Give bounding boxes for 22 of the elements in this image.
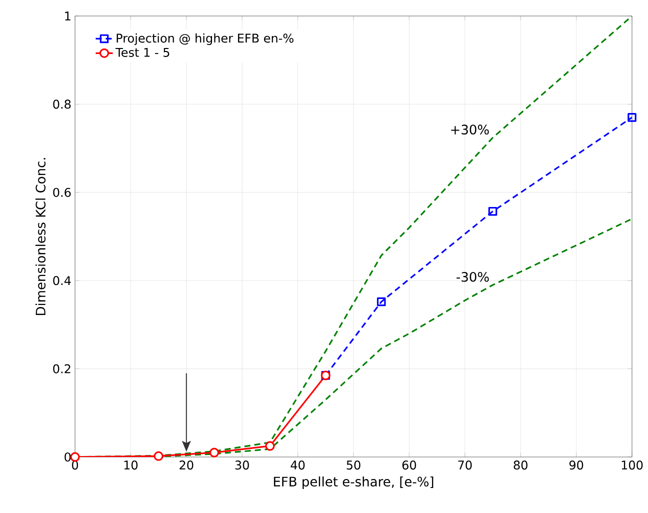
annotation: -30% [456,272,489,282]
x-tick-label: 70 [458,460,472,470]
x-tick-label: 100 [622,460,643,470]
x-tick-label: 60 [402,460,416,470]
x-axis-title: EFB pellet e-share, [e-%] [274,476,434,490]
x-tick-label: 80 [514,460,528,470]
y-tick-label: 0.6 [53,188,71,197]
legend-label: Test 1 - 5 [116,48,170,57]
legend-label: Projection @ higher EFB en-% [116,33,294,46]
y-tick-label: 0.2 [53,364,70,374]
y-tick-label: 0 [64,452,71,462]
x-tick-label: 90 [569,460,584,470]
y-axis-title: Dimensionless KCl Conc. [35,158,46,316]
x-tick-label: 50 [346,460,360,470]
x-tick-label: 30 [235,460,249,470]
x-tick-label: 20 [180,460,194,470]
x-tick-label: 10 [124,460,138,470]
y-tick-label: 0.4 [53,276,71,286]
annotation: +30% [451,124,489,135]
x-tick-label: 40 [290,460,305,470]
y-tick-label: 1 [65,12,70,20]
y-tick-label: 0.8 [53,100,71,109]
